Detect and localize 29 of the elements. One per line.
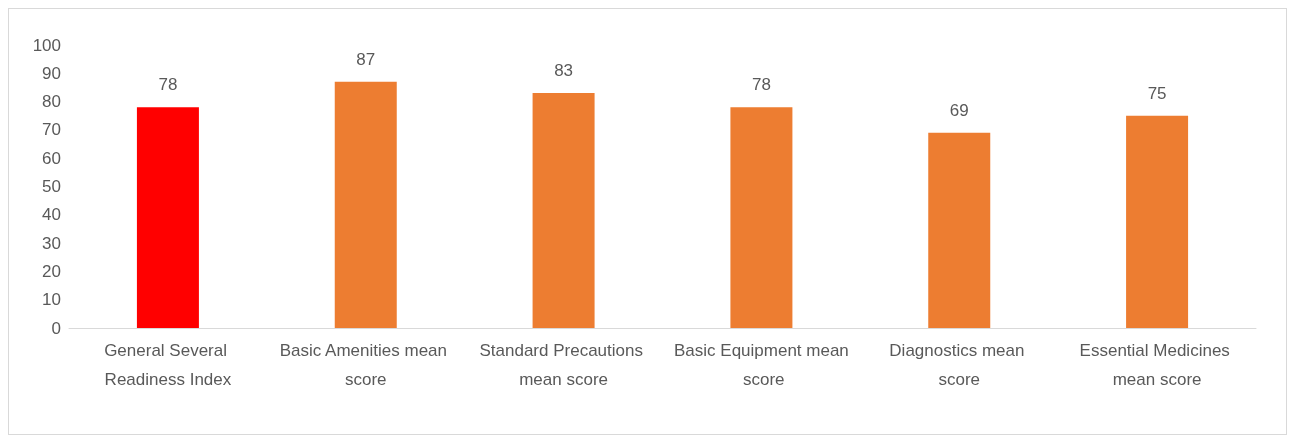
y-tick-label: 90 — [42, 63, 61, 83]
data-label: 75 — [1147, 83, 1167, 103]
data-label: 78 — [751, 75, 771, 95]
bar — [334, 81, 397, 328]
data-label: 87 — [356, 49, 376, 69]
bar — [136, 107, 199, 328]
bar — [532, 93, 595, 328]
y-tick-label: 70 — [42, 120, 61, 140]
bar — [1126, 115, 1189, 328]
y-tick-label: 100 — [32, 35, 61, 55]
y-tick-label: 20 — [42, 261, 61, 281]
x-tick-label: Diagnostics mean score — [889, 341, 1030, 389]
x-tick-label: Essential Medicines mean score — [1079, 341, 1235, 389]
y-tick-label: 0 — [51, 318, 61, 338]
y-tick-label: 60 — [42, 148, 61, 168]
bar — [730, 107, 793, 328]
data-label: 69 — [949, 100, 969, 120]
y-tick-label: 40 — [42, 205, 61, 225]
x-tick-label: Basic Amenities mean score — [279, 341, 452, 389]
y-tick-label: 80 — [42, 92, 61, 112]
y-tick-label: 10 — [42, 290, 61, 310]
data-label: 78 — [158, 75, 178, 95]
bar — [928, 132, 991, 328]
x-tick-label: Basic Equipment mean score — [674, 341, 849, 389]
x-tick-label: General Several Readiness Index — [104, 341, 232, 389]
data-label: 83 — [554, 61, 574, 81]
y-tick-label: 50 — [42, 177, 61, 196]
y-tick-label: 30 — [42, 233, 61, 253]
x-tick-label: Standard Precautions mean score — [479, 341, 648, 389]
